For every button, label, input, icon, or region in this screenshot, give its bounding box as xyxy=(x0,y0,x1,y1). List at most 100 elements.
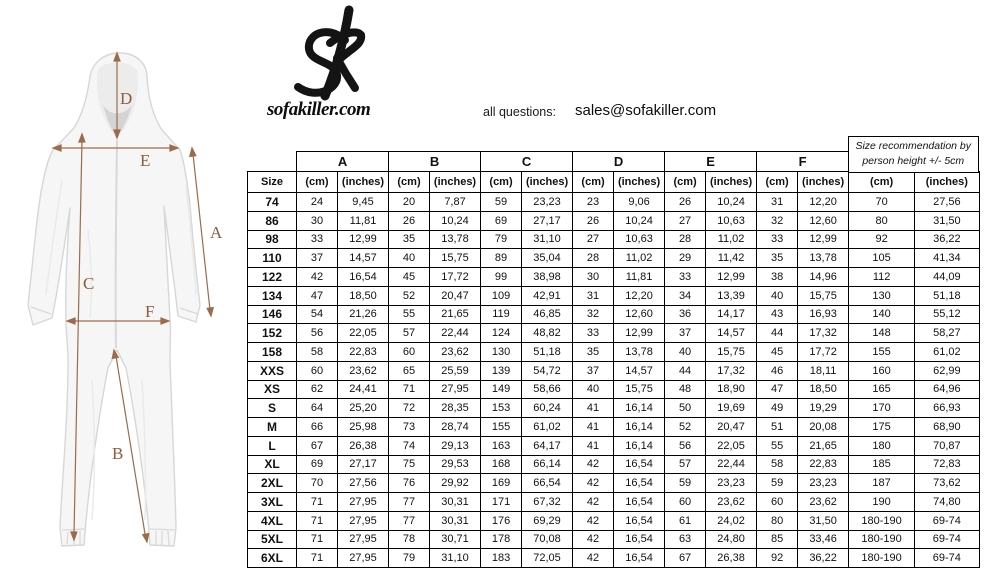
value-cell: 77 xyxy=(388,510,431,531)
value-cell: 42 xyxy=(572,473,615,493)
value-cell: 9,06 xyxy=(613,192,666,212)
value-cell: 48 xyxy=(664,379,707,400)
cm-header: (cm) xyxy=(296,171,338,193)
group-header-C: C xyxy=(480,151,574,172)
value-cell: 71 xyxy=(296,548,338,568)
value-cell: 17,32 xyxy=(797,323,850,343)
value-cell: 23 xyxy=(572,192,615,212)
cm-header: (cm) xyxy=(664,171,707,193)
value-cell: 72,05 xyxy=(521,548,574,568)
value-cell: 26 xyxy=(664,192,707,212)
value-cell: 18,11 xyxy=(797,360,850,381)
table-row: 110 37 14,57 40 15,75 89 35,04 28 11,02 29 11,42 35… xyxy=(247,248,980,268)
table-row: 134 47 18,50 52 20,47 109 42,91 31 12,20 34 13,39 4… xyxy=(247,285,980,306)
value-cell: 9,45 xyxy=(336,192,390,212)
value-cell: 105 xyxy=(848,248,916,268)
value-cell: 18,50 xyxy=(797,379,850,400)
value-cell: 16,54 xyxy=(336,267,390,287)
value-cell: 148 xyxy=(848,323,916,343)
value-cell: 66,14 xyxy=(521,454,574,475)
measurement-letters: D E A C F B xyxy=(83,89,223,463)
value-cell: 23,62 xyxy=(429,342,482,362)
inches-header: (inches) xyxy=(429,171,482,193)
value-cell: 69-74 xyxy=(914,548,980,568)
value-cell: 69,29 xyxy=(521,510,574,531)
group-header-B: B xyxy=(388,151,482,172)
size-table-body: 74 24 9,45 20 7,87 59 23,23 23 9,06 26 10,24 31 12,2… xyxy=(247,192,980,568)
value-cell: 22,05 xyxy=(705,435,758,456)
value-cell: 31,50 xyxy=(914,210,980,231)
label-C: C xyxy=(83,274,94,293)
value-cell: 12,60 xyxy=(797,210,850,231)
value-cell: 51,18 xyxy=(521,342,574,362)
value-cell: 7,87 xyxy=(429,192,482,212)
cm-header: (cm) xyxy=(756,171,799,193)
cm-header: (cm) xyxy=(572,171,615,193)
unit-header-row: Size (cm) (inches) (cm) (inches) (cm) (i… xyxy=(247,171,980,193)
value-cell: 41 xyxy=(572,398,615,418)
value-cell: 21,65 xyxy=(429,304,482,325)
value-cell: 16,14 xyxy=(613,398,666,418)
value-cell: 32 xyxy=(756,210,799,231)
value-cell: 16,54 xyxy=(613,529,666,550)
table-row: 152 56 22,05 57 22,44 124 48,82 33 12,99 37 14,57 4… xyxy=(247,323,980,343)
value-cell: 16,54 xyxy=(613,510,666,531)
value-cell: 74,80 xyxy=(914,492,980,512)
value-cell: 71 xyxy=(296,529,338,550)
table-row: 74 24 9,45 20 7,87 59 23,23 23 9,06 26 10,24 31 12,2… xyxy=(247,192,980,212)
value-cell: 124 xyxy=(480,323,523,343)
value-cell: 23,62 xyxy=(797,492,850,512)
value-cell: 62,99 xyxy=(914,360,980,381)
value-cell: 69 xyxy=(296,454,338,475)
value-cell: 11,81 xyxy=(336,210,390,231)
table-row: S 64 25,20 72 28,35 153 60,24 41 16,14 50 19,69 49 1… xyxy=(247,398,980,418)
value-cell: 62 xyxy=(296,379,338,400)
size-cell: 98 xyxy=(247,229,297,250)
value-cell: 33 xyxy=(296,229,338,250)
value-cell: 59 xyxy=(664,473,707,493)
value-cell: 25,98 xyxy=(336,417,390,437)
value-cell: 70,87 xyxy=(914,435,980,456)
value-cell: 26,38 xyxy=(336,435,390,456)
size-cell: XXS xyxy=(247,360,297,381)
value-cell: 27,17 xyxy=(336,454,390,475)
value-cell: 20,47 xyxy=(705,417,758,437)
value-cell: 13,39 xyxy=(705,285,758,306)
value-cell: 23,62 xyxy=(705,492,758,512)
value-cell: 12,99 xyxy=(336,229,390,250)
value-cell: 25,59 xyxy=(429,360,482,381)
value-cell: 55 xyxy=(388,304,431,325)
value-cell: 29 xyxy=(664,248,707,268)
value-cell: 12,99 xyxy=(613,323,666,343)
size-column-header: Size xyxy=(247,171,297,193)
value-cell: 22,44 xyxy=(429,323,482,343)
size-cell: 2XL xyxy=(247,473,297,493)
value-cell: 58,27 xyxy=(914,323,980,343)
value-cell: 31,10 xyxy=(521,229,574,250)
value-cell: 99 xyxy=(480,267,523,287)
value-cell: 27,95 xyxy=(336,529,390,550)
value-cell: 20,47 xyxy=(429,285,482,306)
value-cell: 180 xyxy=(848,435,916,456)
sk-logo-icon xyxy=(294,5,366,101)
value-cell: 28,74 xyxy=(429,417,482,437)
value-cell: 26 xyxy=(388,210,431,231)
table-row: 4XL 71 27,95 77 30,31 176 69,29 42 16,54 61 24,02 8… xyxy=(247,510,980,531)
size-cell: 152 xyxy=(247,323,297,343)
value-cell: 10,24 xyxy=(613,210,666,231)
value-cell: 37 xyxy=(296,248,338,268)
value-cell: 10,63 xyxy=(705,210,758,231)
value-cell: 75 xyxy=(388,454,431,475)
value-cell: 36 xyxy=(664,304,707,325)
value-cell: 61,02 xyxy=(521,417,574,437)
value-cell: 119 xyxy=(480,304,523,325)
value-cell: 12,99 xyxy=(705,267,758,287)
value-cell: 175 xyxy=(848,417,916,437)
value-cell: 56 xyxy=(296,323,338,343)
value-cell: 16,54 xyxy=(613,548,666,568)
value-cell: 44 xyxy=(756,323,799,343)
value-cell: 60 xyxy=(664,492,707,512)
value-cell: 17,32 xyxy=(705,360,758,381)
value-cell: 73,62 xyxy=(914,473,980,493)
value-cell: 52 xyxy=(388,285,431,306)
